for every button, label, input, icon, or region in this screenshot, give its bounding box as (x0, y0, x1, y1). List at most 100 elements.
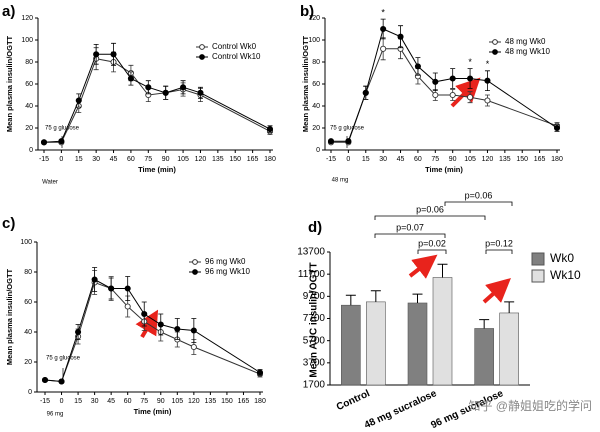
error-bar (504, 301, 515, 313)
x-tick-label: 75 (431, 156, 439, 163)
red-arrow (135, 309, 159, 339)
point (380, 45, 387, 52)
point (190, 343, 197, 351)
y-tick-label: 40 (312, 103, 320, 110)
annotation: 75 g glucose (330, 126, 365, 132)
annotation: 75 g glucose (46, 356, 81, 362)
x-tick-label: 0 (60, 398, 64, 405)
red-arrow (482, 278, 511, 304)
point (75, 328, 82, 336)
error-bar (479, 319, 490, 329)
point (40, 139, 48, 146)
x-tick-label: 15 (75, 156, 83, 163)
panel-label: d) (308, 219, 322, 236)
y-tick-label: 120 (21, 15, 33, 22)
x-tick-label: 60 (124, 398, 132, 405)
bracket (374, 233, 446, 238)
y-tick-label: 40 (24, 329, 32, 336)
y-tick-label: 9700 (303, 291, 326, 302)
x-axis-title: Time (min) (425, 165, 463, 174)
legend-label: Control Wk10 (212, 52, 261, 61)
point (157, 321, 164, 328)
x-tick-label: 120 (188, 398, 200, 405)
x-tick-label: -15 (326, 156, 336, 163)
point (110, 51, 117, 58)
p-value: p=0.02 (418, 238, 446, 248)
point (197, 89, 204, 96)
point (449, 91, 456, 99)
x-tick-label: Control (335, 388, 372, 413)
y-tick-label: 0 (28, 389, 32, 396)
y-tick-label: 13700 (297, 247, 325, 258)
x-tick-label: 75 (144, 156, 152, 163)
x-tick-label: 165 (247, 156, 259, 163)
y-tick-label: 20 (24, 359, 32, 366)
y-tick-label: 60 (25, 81, 33, 88)
point (91, 276, 98, 283)
point (190, 327, 197, 334)
x-tick-label: 135 (499, 156, 511, 163)
point (108, 285, 115, 292)
point (174, 325, 181, 333)
point (58, 378, 65, 385)
y-tick-label: 60 (312, 81, 320, 88)
x-tick-label: 180 (254, 398, 266, 405)
annotation: 75 g glucose (45, 126, 80, 132)
x-axis-title: Time (min) (138, 165, 176, 174)
x-tick-label: -15 (39, 156, 49, 163)
x-tick-label: 135 (205, 398, 217, 405)
x-tick-label: 30 (379, 156, 387, 163)
y-tick-label: 5700 (303, 335, 326, 346)
legend-marker (199, 54, 205, 60)
x-tick-label: 150 (516, 156, 528, 163)
x-tick-label: 90 (157, 398, 165, 405)
legend-label: 48 mg Wk0 (505, 37, 546, 46)
y-axis-title: Mean plasma insulin/OGTT (5, 268, 14, 365)
bar (341, 304, 361, 386)
y-tick-label: 60 (24, 299, 32, 306)
x-tick-label: 165 (534, 156, 546, 163)
error-bar (437, 263, 448, 278)
x-tick-label: 0 (59, 156, 63, 163)
x-tick-label: 30 (91, 398, 99, 405)
legend-marker (192, 259, 198, 265)
significance: * (486, 59, 490, 69)
point (124, 303, 131, 310)
y-tick-label: 100 (20, 239, 32, 246)
point (141, 310, 148, 318)
point (266, 126, 274, 133)
bracket (444, 201, 513, 206)
p-value: p=0.06 (416, 204, 444, 214)
x-tick-label: 120 (195, 156, 207, 163)
point (256, 369, 264, 376)
point (380, 25, 387, 33)
x-tick-label: 45 (107, 398, 115, 405)
significance: * (381, 7, 385, 17)
y-tick-label: 11700 (298, 269, 326, 280)
legend-marker (192, 269, 198, 275)
y-tick-label: 20 (312, 125, 320, 132)
bar (366, 301, 386, 386)
x-tick-label: 48 mg sucralose (363, 388, 439, 431)
watermark: 知乎 @静姐姐吃的学问 (468, 398, 592, 413)
point (162, 89, 169, 96)
x-tick-label: 75 (140, 398, 148, 405)
error-bar (370, 290, 381, 302)
y-axis-title: Mean plasma insulin/OGTT (5, 35, 14, 132)
bar (432, 277, 453, 386)
point (124, 285, 131, 292)
point (41, 376, 49, 384)
point (180, 84, 187, 91)
significance: * (468, 57, 472, 67)
x-tick-label: -15 (40, 398, 50, 405)
point (467, 94, 474, 101)
point (484, 77, 491, 84)
bracket (374, 215, 486, 220)
point (327, 138, 335, 145)
point (127, 75, 134, 82)
point (414, 63, 421, 70)
red-arrow (408, 254, 438, 279)
x-tick-label: 105 (177, 156, 189, 163)
x-tick-label: 45 (110, 156, 118, 163)
